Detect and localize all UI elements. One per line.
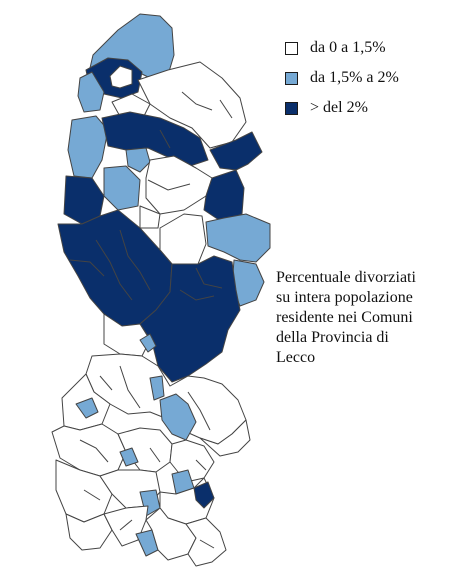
legend: da 0 a 1,5% da 1,5% a 2% > del 2% — [285, 33, 465, 123]
municipality-region — [75, 397, 99, 419]
legend-item-low: da 0 a 1,5% — [285, 33, 465, 63]
municipality-region — [209, 131, 263, 171]
legend-swatch-low — [285, 41, 298, 55]
caption-line: della Provincia di — [276, 329, 389, 346]
municipality-region — [139, 255, 241, 383]
caption-line: Percentuale divorziati — [276, 269, 416, 286]
municipality-region — [185, 517, 227, 567]
municipality-region — [139, 205, 161, 229]
municipality-region — [159, 393, 197, 441]
municipality-region — [199, 419, 251, 457]
legend-swatch-mid — [285, 71, 298, 85]
legend-item-high: > del 2% — [285, 93, 465, 123]
municipality-region — [205, 213, 271, 263]
caption-line: su intera popolazione — [276, 289, 413, 306]
caption-line: residente nei Comuni — [276, 309, 413, 326]
legend-item-mid: da 1,5% a 2% — [285, 63, 465, 93]
municipality-region — [137, 61, 247, 149]
municipality-region — [103, 165, 141, 211]
municipality-region — [193, 481, 215, 509]
municipality-region — [159, 213, 207, 265]
municipality-region — [109, 65, 133, 89]
map-caption: Percentuale divorziati su intera popolaz… — [276, 268, 468, 368]
municipality-region — [101, 111, 209, 167]
municipality-region — [119, 447, 139, 467]
municipality-region — [139, 333, 157, 353]
legend-swatch-high — [285, 101, 298, 115]
municipality-region — [145, 155, 213, 215]
municipality-region — [77, 71, 105, 113]
municipality-region — [65, 513, 113, 551]
municipality-region — [125, 147, 151, 173]
legend-label-mid: da 1,5% a 2% — [310, 69, 399, 86]
municipality-region — [67, 115, 109, 179]
legend-label-low: da 0 a 1,5% — [310, 39, 386, 56]
municipality-region — [149, 375, 165, 401]
legend-label-high: > del 2% — [310, 99, 368, 116]
caption-line: Lecco — [276, 349, 316, 366]
